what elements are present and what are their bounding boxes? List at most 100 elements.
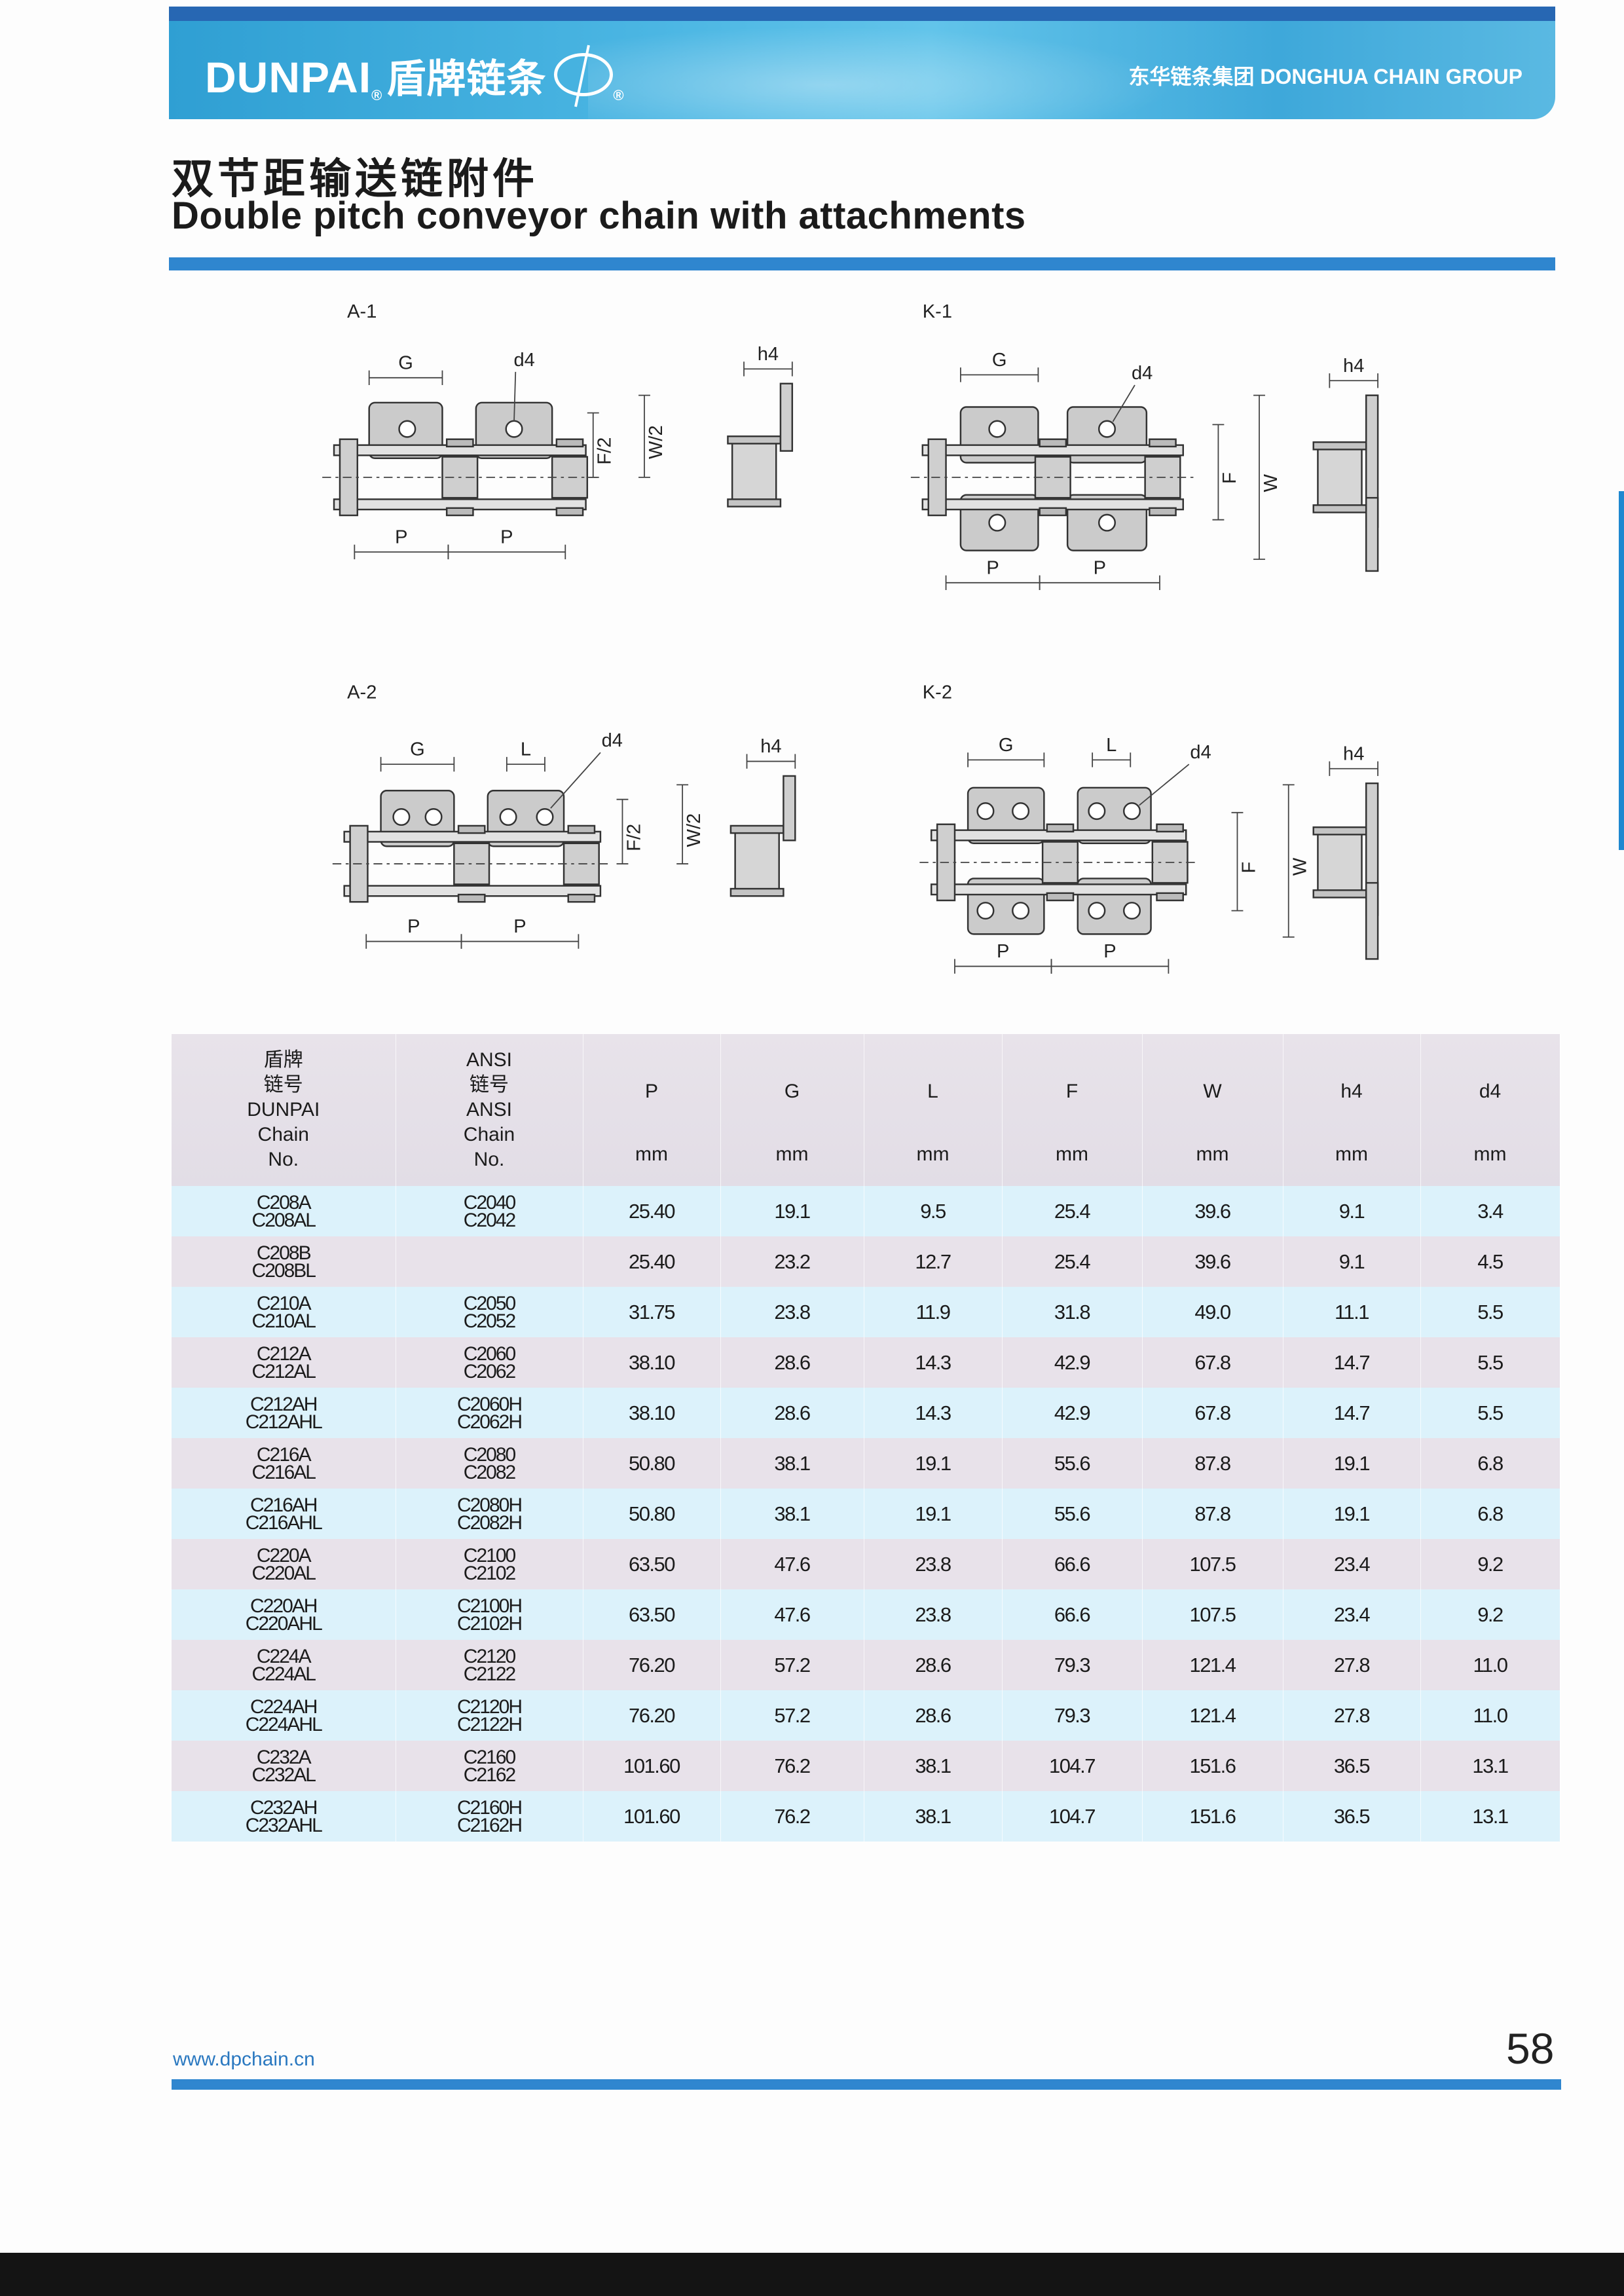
cell-g: 76.2 — [720, 1741, 864, 1791]
mounting-hole — [1012, 902, 1030, 920]
header-d4: d4 mm — [1420, 1034, 1560, 1186]
cell-p: 63.50 — [583, 1539, 721, 1589]
header-line: 链号 — [263, 1074, 303, 1096]
cell-l: 23.8 — [864, 1589, 1003, 1640]
dimension-label-p: P — [513, 916, 526, 937]
mounting-hole — [1098, 420, 1116, 438]
pin-head — [445, 507, 474, 517]
header-ansi-chain-no: ANSI 链号 ANSI Chain No. — [396, 1034, 583, 1186]
side-plate — [729, 887, 784, 897]
cell-f: 79.3 — [1002, 1640, 1143, 1690]
cell-w: 87.8 — [1142, 1489, 1283, 1539]
page-title-en: Double pitch conveyor chain with attachm… — [172, 194, 1026, 237]
cell-ansi-chain-no: C2080H C2082H — [396, 1489, 583, 1539]
cell-f: 42.9 — [1002, 1388, 1143, 1438]
dimension-label-g: G — [398, 352, 413, 373]
attachment-bracket — [779, 382, 794, 452]
chain-code: C2052 — [463, 1310, 516, 1332]
registered-icon: ® — [613, 87, 625, 103]
chain-code: C2122 — [463, 1663, 516, 1685]
cell-h4: 9.1 — [1283, 1186, 1421, 1236]
chain-code: C2102 — [463, 1562, 516, 1584]
cell-ansi-chain-no: C2060 C2062 — [396, 1337, 583, 1388]
cell-ansi-chain-no: C2100H C2102H — [396, 1589, 583, 1640]
table-row: C216A C216AL C2080 C2082 50.80 38.1 19.1 55.6 87… — [172, 1438, 1560, 1489]
chain-code: C2060 — [463, 1342, 516, 1365]
chain-code: C216AL — [251, 1461, 316, 1483]
title-divider — [169, 257, 1555, 270]
dimension-label-l: L — [521, 739, 531, 760]
chain-code: C2080H — [456, 1494, 523, 1516]
cell-f: 31.8 — [1002, 1287, 1143, 1337]
header-line: 链号 — [470, 1074, 509, 1096]
side-roller — [1317, 829, 1363, 896]
chain-code: C2050 — [463, 1292, 516, 1314]
cell-h4: 27.8 — [1283, 1690, 1421, 1741]
dimension-label-h4: h4 — [1343, 743, 1364, 764]
cell-p: 101.60 — [583, 1741, 721, 1791]
cell-p: 25.40 — [583, 1236, 721, 1287]
side-plate — [1312, 826, 1367, 836]
dimension-label-d4: d4 — [1190, 742, 1211, 763]
cell-w: 67.8 — [1142, 1337, 1283, 1388]
leader-line — [1112, 384, 1135, 422]
cell-ansi-chain-no: C2160 C2162 — [396, 1741, 583, 1791]
banner-top-stripe — [169, 7, 1555, 21]
cell-ansi-chain-no: C2050 C2052 — [396, 1287, 583, 1337]
header-symbol: h4 — [1340, 1081, 1363, 1102]
pin-head — [1046, 823, 1075, 833]
cell-ansi-chain-no: C2060H C2062H — [396, 1388, 583, 1438]
chain-code: C232AH — [250, 1796, 318, 1819]
header-unit: mm — [1056, 1143, 1088, 1165]
mounting-hole — [505, 420, 523, 438]
diagram-label: A-2 — [347, 682, 377, 703]
cell-g: 28.6 — [720, 1337, 864, 1388]
cell-l: 23.8 — [864, 1539, 1003, 1589]
header-line: ANSI — [466, 1049, 513, 1071]
chain-code: C224A — [256, 1645, 312, 1667]
cell-w: 121.4 — [1142, 1640, 1283, 1690]
mounting-hole — [976, 902, 995, 920]
cell-h4: 27.8 — [1283, 1640, 1421, 1690]
mounting-hole — [1122, 802, 1141, 821]
dimension-label-p: P — [997, 941, 1009, 962]
diagram-label: K-1 — [923, 301, 952, 322]
dimension-label-w2: W/2 — [684, 813, 705, 847]
header-unit: mm — [1473, 1143, 1507, 1165]
mounting-hole — [1122, 902, 1141, 920]
chain-code: C2040 — [463, 1191, 516, 1213]
side-roller — [1317, 444, 1363, 511]
cell-h4: 11.1 — [1283, 1287, 1421, 1337]
dp-logo-icon — [554, 53, 614, 96]
cell-g: 38.1 — [720, 1438, 864, 1489]
cell-w: 67.8 — [1142, 1388, 1283, 1438]
header-symbol: G — [784, 1081, 800, 1102]
mounting-hole — [499, 808, 517, 826]
header-line: No. — [473, 1149, 505, 1170]
chain-code: C2122H — [456, 1713, 523, 1735]
chain-code: C216A — [256, 1443, 312, 1466]
cell-p: 38.10 — [583, 1388, 721, 1438]
dimension-label-f: F — [1219, 472, 1240, 484]
dimension-label-d4: d4 — [602, 730, 623, 751]
cell-w: 39.6 — [1142, 1236, 1283, 1287]
chain-code: C232AHL — [245, 1814, 323, 1836]
cell-ansi-chain-no: C2040 C2042 — [396, 1186, 583, 1236]
cell-g: 57.2 — [720, 1690, 864, 1741]
cell-f: 66.6 — [1002, 1589, 1143, 1640]
chain-code: C2120 — [463, 1645, 516, 1667]
cell-dunpai-chain-no: C220AH C220AHL — [172, 1589, 396, 1640]
dimension-label-p: P — [500, 527, 513, 547]
cell-p: 63.50 — [583, 1589, 721, 1640]
chain-code: C2100 — [463, 1544, 516, 1566]
dimension-label-w: W — [1290, 857, 1311, 876]
cell-p: 76.20 — [583, 1640, 721, 1690]
cell-l: 19.1 — [864, 1438, 1003, 1489]
website-link[interactable]: www.dpchain.cn — [173, 2048, 315, 2070]
pin-head — [555, 438, 584, 448]
chain-code: C208B — [256, 1242, 312, 1264]
